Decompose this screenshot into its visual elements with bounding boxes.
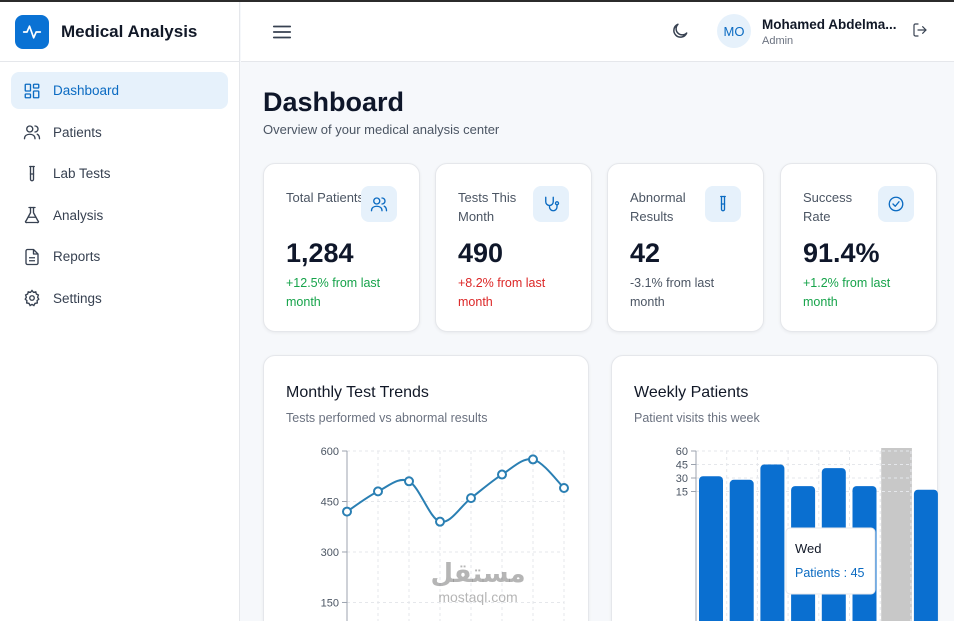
sidebar-item-patients[interactable]: Patients	[11, 114, 228, 151]
data-point	[528, 454, 538, 465]
window-top-edge	[0, 0, 954, 2]
menu-icon[interactable]	[271, 21, 293, 43]
bar	[760, 464, 785, 621]
users-icon	[361, 186, 397, 222]
stat-value: 490	[458, 238, 504, 268]
sidebar-item-analysis[interactable]: Analysis	[11, 197, 228, 234]
stethoscope-icon	[533, 186, 569, 222]
data-point	[497, 469, 507, 480]
top-header: MO Mohamed Abdelma... Admin	[241, 2, 954, 62]
sidebar-item-label: Patients	[53, 124, 102, 140]
test-tube-icon	[23, 165, 41, 183]
stat-value: 42	[630, 238, 661, 268]
y-tick-label: 300	[321, 547, 339, 559]
stat-card-tests-this-month: Tests This Month 490 +8.2% from last mon…	[435, 163, 592, 332]
hover-highlight-band	[881, 448, 912, 621]
sidebar-item-label: Settings	[53, 290, 102, 306]
data-point	[404, 476, 414, 487]
data-point	[373, 486, 383, 497]
stat-label: Abnormal Results	[630, 190, 686, 224]
y-tick-label: 60	[676, 446, 688, 458]
page-subtitle: Overview of your medical analysis center	[263, 122, 500, 137]
tooltip-value: Patients : 45	[795, 566, 865, 580]
weekly-patients-card: Weekly Patients Patient visits this week…	[611, 355, 938, 621]
y-tick-label: 15	[676, 487, 688, 499]
stat-label: Success Rate	[803, 190, 853, 224]
page-title: Dashboard	[263, 87, 405, 117]
chart-tooltip: Wed Patients : 45	[785, 527, 876, 595]
chart-title: Weekly Patients	[634, 384, 749, 401]
y-tick-label: 30	[676, 473, 688, 485]
avatar[interactable]: MO	[717, 14, 751, 48]
watermark: مستقل mostaql.com	[418, 559, 538, 605]
pulse-icon	[15, 14, 49, 49]
sidebar: Medical Analysis Dashboard Patients Lab …	[0, 2, 240, 621]
brand[interactable]: Medical Analysis	[0, 2, 239, 62]
moon-icon[interactable]	[670, 21, 692, 43]
sidebar-item-settings[interactable]: Settings	[11, 280, 228, 317]
watermark-arabic: مستقل	[430, 559, 526, 589]
user-name: Mohamed Abdelma...	[762, 17, 897, 32]
y-tick-label: 150	[321, 597, 339, 609]
sidebar-item-dashboard[interactable]: Dashboard	[11, 72, 228, 109]
bar	[729, 479, 754, 621]
check-circle-icon	[878, 186, 914, 222]
user-role: Admin	[762, 35, 794, 47]
stat-value: 1,284	[286, 238, 354, 268]
data-point	[435, 516, 445, 527]
sidebar-nav: Dashboard Patients Lab Tests Analysis Re…	[0, 62, 239, 331]
stat-label: Tests This Month	[458, 190, 517, 224]
chart-subtitle: Tests performed vs abnormal results	[286, 411, 488, 425]
stat-change: +1.2% from last month	[803, 276, 891, 309]
monthly-test-trends-card: Monthly Test Trends Tests performed vs a…	[263, 355, 589, 621]
stat-card-success-rate: Success Rate 91.4% +1.2% from last month	[780, 163, 937, 332]
stat-label: Total Patients	[286, 190, 365, 205]
monthly-line-chart: 150 300 450 600	[321, 446, 569, 621]
data-point	[342, 506, 352, 517]
stat-card-abnormal-results: Abnormal Results 42 -3.1% from last mont…	[607, 163, 764, 332]
tooltip-box	[785, 527, 876, 595]
brand-title: Medical Analysis	[61, 21, 198, 41]
stat-change: +8.2% from last month	[458, 276, 546, 309]
watermark-latin: mostaql.com	[438, 589, 518, 605]
sidebar-item-label: Reports	[53, 249, 101, 264]
tooltip-day: Wed	[795, 541, 822, 556]
sidebar-item-label: Analysis	[53, 207, 104, 223]
stat-change: -3.1% from last month	[630, 276, 715, 309]
gear-icon	[23, 289, 41, 307]
stat-card-total-patients: Total Patients 1,284 +12.5% from last mo…	[263, 163, 420, 332]
sidebar-item-label: Dashboard	[53, 83, 120, 98]
test-tube-icon	[705, 186, 741, 222]
data-point	[466, 493, 476, 504]
sidebar-item-lab-tests[interactable]: Lab Tests	[11, 155, 228, 192]
chart-subtitle: Patient visits this week	[634, 411, 760, 425]
bar	[913, 489, 938, 621]
flask-icon	[23, 206, 41, 224]
logout-icon[interactable]	[912, 22, 930, 40]
sidebar-item-label: Lab Tests	[53, 166, 111, 181]
stat-value: 91.4%	[803, 238, 880, 268]
sidebar-item-reports[interactable]: Reports	[11, 238, 228, 275]
document-icon	[23, 248, 41, 266]
y-tick-label: 45	[676, 460, 688, 472]
stat-change: +12.5% from last month	[286, 276, 381, 309]
bar	[699, 476, 723, 621]
y-tick-label: 600	[321, 446, 339, 458]
users-icon	[23, 123, 41, 141]
data-point	[559, 483, 569, 494]
chart-title: Monthly Test Trends	[286, 384, 429, 401]
dashboard-icon	[23, 82, 41, 100]
y-tick-label: 450	[321, 496, 339, 508]
